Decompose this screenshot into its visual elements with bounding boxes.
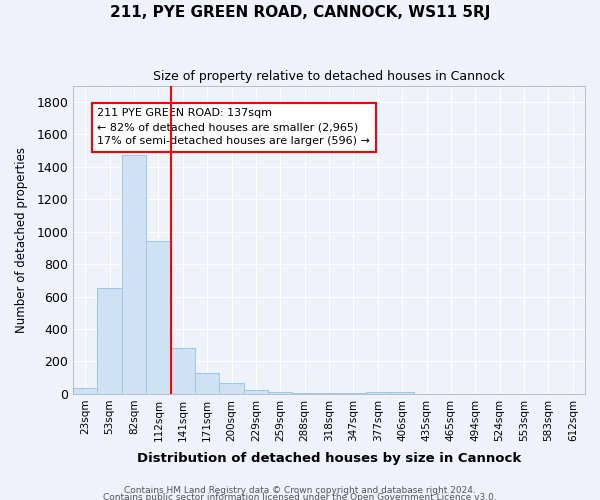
Bar bbox=[365, 392, 390, 394]
Bar bbox=[390, 392, 415, 394]
Bar bbox=[97, 288, 122, 394]
Y-axis label: Number of detached properties: Number of detached properties bbox=[15, 146, 28, 332]
X-axis label: Distribution of detached houses by size in Cannock: Distribution of detached houses by size … bbox=[137, 452, 521, 465]
Bar bbox=[292, 393, 317, 394]
Bar bbox=[220, 384, 244, 394]
Title: Size of property relative to detached houses in Cannock: Size of property relative to detached ho… bbox=[153, 70, 505, 83]
Bar bbox=[268, 392, 292, 394]
Bar bbox=[244, 390, 268, 394]
Bar bbox=[73, 388, 97, 394]
Text: Contains HM Land Registry data © Crown copyright and database right 2024.: Contains HM Land Registry data © Crown c… bbox=[124, 486, 476, 495]
Bar bbox=[317, 393, 341, 394]
Text: Contains public sector information licensed under the Open Government Licence v3: Contains public sector information licen… bbox=[103, 494, 497, 500]
Bar bbox=[146, 242, 170, 394]
Bar bbox=[170, 348, 195, 394]
Bar bbox=[122, 154, 146, 394]
Text: 211 PYE GREEN ROAD: 137sqm
← 82% of detached houses are smaller (2,965)
17% of s: 211 PYE GREEN ROAD: 137sqm ← 82% of deta… bbox=[97, 108, 370, 146]
Bar bbox=[195, 373, 220, 394]
Text: 211, PYE GREEN ROAD, CANNOCK, WS11 5RJ: 211, PYE GREEN ROAD, CANNOCK, WS11 5RJ bbox=[110, 5, 490, 20]
Bar bbox=[341, 393, 365, 394]
